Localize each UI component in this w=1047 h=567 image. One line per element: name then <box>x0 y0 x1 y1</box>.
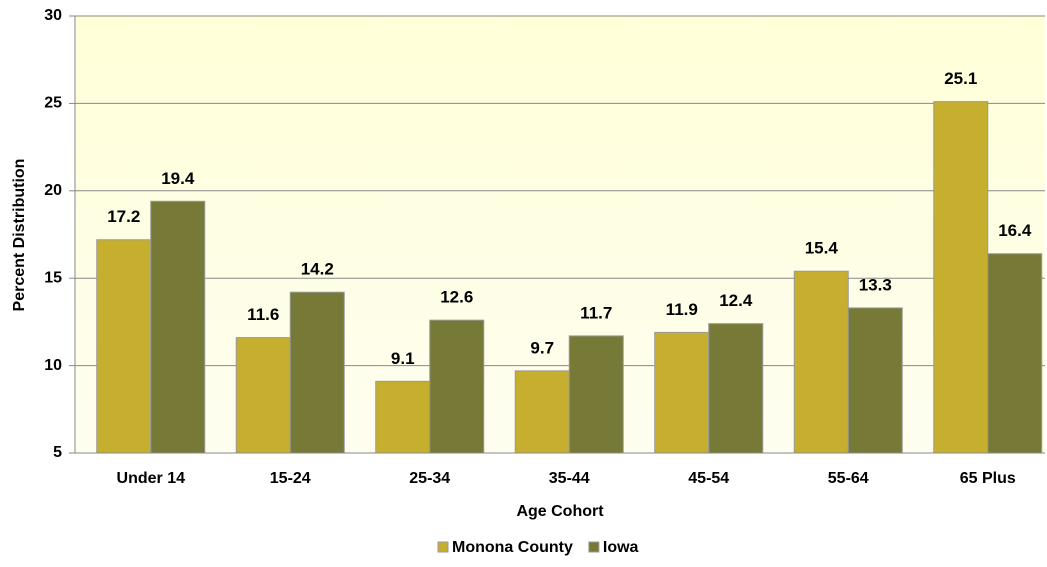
x-tick-label: 55-64 <box>828 470 869 487</box>
legend-label: Monona County <box>452 539 573 556</box>
bar <box>514 370 570 454</box>
value-label: 11.9 <box>666 300 698 319</box>
x-tick-label: Under 14 <box>117 470 186 487</box>
bar <box>96 239 152 454</box>
y-tick-label: 15 <box>44 269 62 286</box>
bar <box>375 380 431 454</box>
y-tick-label: 30 <box>44 7 62 24</box>
value-label: 11.7 <box>580 303 612 322</box>
value-label: 12.4 <box>719 291 753 310</box>
value-label: 9.7 <box>530 338 554 357</box>
bar <box>289 291 345 454</box>
bar <box>933 101 989 454</box>
value-label: 25.1 <box>944 69 977 88</box>
value-label: 12.6 <box>440 288 473 307</box>
value-label: 16.4 <box>998 221 1032 240</box>
value-label: 19.4 <box>161 169 195 188</box>
legend-swatch <box>588 541 600 553</box>
bar <box>429 319 485 454</box>
bar <box>150 200 206 454</box>
bar <box>793 270 849 454</box>
y-axis-title: Percent Distribution <box>11 159 28 312</box>
value-label: 17.2 <box>107 207 140 226</box>
y-tick-label: 20 <box>44 182 62 199</box>
value-label: 14.2 <box>301 260 334 279</box>
legend-swatch <box>437 541 449 553</box>
x-tick-label: 15-24 <box>270 470 311 487</box>
bar <box>568 335 624 454</box>
bar <box>987 253 1043 454</box>
legend-label: Iowa <box>603 539 639 556</box>
bar <box>235 337 291 454</box>
bar <box>847 307 903 454</box>
bar <box>708 323 764 454</box>
bar <box>654 331 710 454</box>
x-tick-label: 25-34 <box>409 470 450 487</box>
value-label: 13.3 <box>859 275 892 294</box>
value-label: 11.6 <box>247 305 279 324</box>
value-label: 15.4 <box>805 239 839 258</box>
value-label: 9.1 <box>391 349 415 368</box>
y-tick-label: 25 <box>44 95 62 112</box>
y-tick-label: 5 <box>53 444 62 461</box>
x-tick-label: 65 Plus <box>960 470 1016 487</box>
x-tick-label: 35-44 <box>549 470 590 487</box>
y-tick-label: 10 <box>44 357 62 374</box>
x-tick-label: 45-54 <box>688 470 729 487</box>
x-axis-title: Age Cohort <box>516 503 604 520</box>
